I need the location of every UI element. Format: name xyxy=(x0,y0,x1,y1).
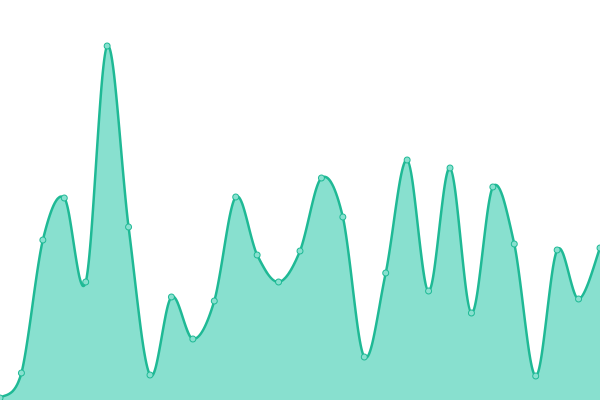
data-point xyxy=(60,194,68,202)
data-point xyxy=(296,247,304,255)
data-point xyxy=(232,193,240,201)
data-point xyxy=(446,164,454,172)
data-point xyxy=(253,251,261,259)
data-point xyxy=(382,269,390,277)
data-point xyxy=(510,240,518,248)
area-line xyxy=(0,44,600,400)
data-point xyxy=(360,353,368,361)
data-point xyxy=(575,295,583,303)
data-point xyxy=(553,246,561,254)
data-point xyxy=(403,156,411,164)
data-point xyxy=(146,371,154,379)
data-point xyxy=(317,174,325,182)
data-point xyxy=(125,223,133,231)
data-point xyxy=(489,183,497,191)
data-point xyxy=(467,309,475,317)
data-point xyxy=(39,236,47,244)
data-point xyxy=(167,293,175,301)
data-point xyxy=(596,244,600,252)
area-fill xyxy=(0,45,600,400)
data-point xyxy=(103,42,111,50)
data-point xyxy=(0,394,4,400)
data-point xyxy=(17,369,25,377)
data-point xyxy=(82,278,90,286)
data-point xyxy=(275,278,283,286)
data-point xyxy=(425,287,433,295)
data-point xyxy=(532,372,540,380)
data-point xyxy=(189,335,197,343)
data-point xyxy=(210,297,218,305)
data-point xyxy=(339,213,347,221)
